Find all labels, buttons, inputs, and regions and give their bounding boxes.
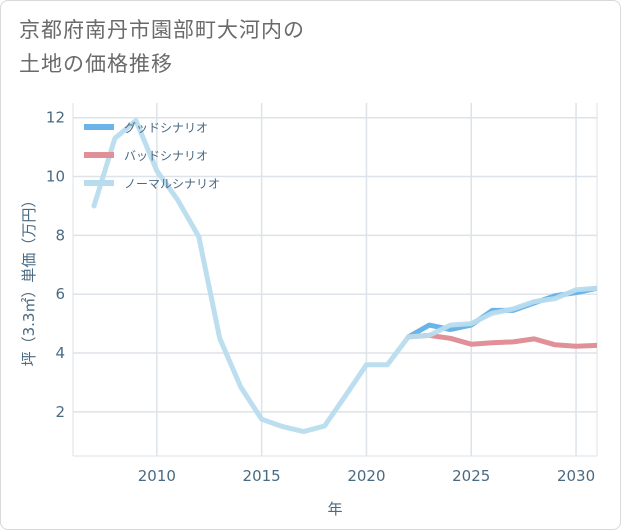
y-tick-label: 8 [55,226,65,244]
x-tick-label: 2010 [138,467,176,485]
legend-label: バッドシナリオ [124,149,208,163]
x-tick-label: 2015 [243,467,281,485]
x-tick-label: 2025 [452,467,490,485]
tick-labels: 2010 2015 2020 2025 2030 2 4 6 8 10 12 [46,109,595,485]
legend-label: ノーマルシナリオ [124,177,220,191]
grid-lines [72,103,598,457]
y-tick-label: 12 [46,109,65,127]
y-tick-label: 6 [55,285,65,303]
y-tick-label: 10 [46,168,65,186]
x-tick-label: 2020 [347,467,385,485]
x-axis-label: 年 [327,500,342,518]
title-line-1: 京都府南丹市園部町大河内の [19,18,305,42]
y-tick-label: 4 [55,344,65,362]
series-lines [91,118,597,435]
series-line-1 [405,332,597,349]
title-line-2: 土地の価格推移 [19,52,173,76]
series-line-2 [91,118,597,435]
y-tick-label: 2 [55,403,65,421]
legend-label: グッドシナリオ [124,121,208,135]
chart-title: 京都府南丹市園部町大河内の 土地の価格推移 [19,13,439,81]
x-tick-label: 2030 [557,467,595,485]
y-axis-label: 坪（3.3㎡）単価（万円） [20,193,38,367]
